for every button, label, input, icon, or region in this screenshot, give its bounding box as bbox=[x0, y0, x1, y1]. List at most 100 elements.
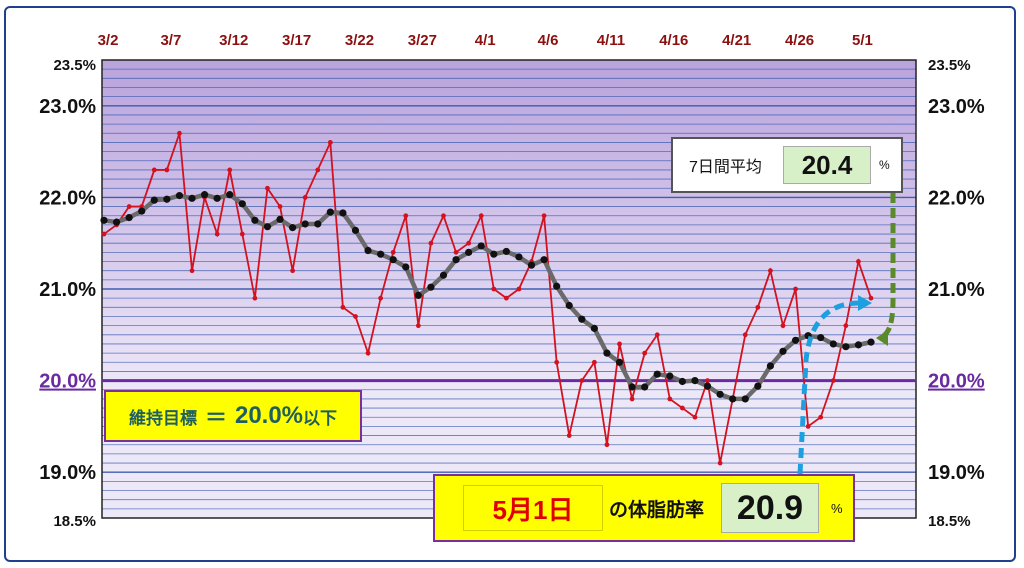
daily-pointer-arrowhead bbox=[858, 295, 872, 311]
daily-point bbox=[415, 323, 421, 329]
daily-point bbox=[466, 240, 472, 246]
daily-callout: 5月1日 の体脂肪率 20.9 % bbox=[433, 474, 855, 542]
daily-point bbox=[654, 332, 660, 338]
target-label: 維持目標 bbox=[128, 408, 197, 428]
average-point bbox=[590, 324, 598, 332]
average-point bbox=[138, 207, 146, 215]
daily-point bbox=[378, 295, 384, 301]
average-point bbox=[351, 226, 360, 234]
daily-point bbox=[491, 286, 497, 292]
daily-point bbox=[277, 204, 283, 209]
target-annotation: 維持目標 ＝ 20.0% 以下 bbox=[104, 390, 362, 442]
daily-point bbox=[214, 231, 220, 237]
x-tick-label: 3/7 bbox=[160, 32, 181, 49]
x-tick-label: 4/26 bbox=[785, 32, 814, 49]
average-point bbox=[175, 191, 184, 200]
target-suffix: 以下 bbox=[303, 408, 338, 428]
average-point bbox=[641, 383, 649, 391]
daily-date-box: 5月1日 bbox=[463, 485, 603, 531]
daily-point bbox=[793, 286, 798, 292]
daily-point bbox=[516, 286, 522, 292]
daily-point bbox=[101, 231, 107, 237]
y-tick-label-left: 23.5% bbox=[53, 57, 96, 74]
average-point bbox=[427, 283, 435, 291]
daily-point bbox=[830, 378, 836, 383]
average-point bbox=[314, 220, 322, 228]
daily-point bbox=[679, 405, 685, 411]
average-point bbox=[729, 395, 737, 403]
target-equals: ＝ bbox=[204, 405, 227, 430]
daily-point bbox=[252, 295, 258, 301]
average-point bbox=[578, 315, 586, 323]
average-point bbox=[490, 250, 498, 258]
daily-label: の体脂肪率 bbox=[609, 499, 705, 521]
x-tick-label: 3/27 bbox=[408, 32, 437, 49]
average-point bbox=[465, 248, 473, 256]
y-tick-label-left: 21.0% bbox=[39, 279, 96, 301]
average-point bbox=[389, 256, 397, 264]
plot-area-upper bbox=[102, 60, 916, 382]
average-point bbox=[226, 191, 234, 199]
average-point bbox=[150, 196, 158, 204]
average-pointer-arrowhead bbox=[876, 330, 888, 346]
average-point bbox=[691, 377, 699, 385]
daily-point bbox=[340, 304, 346, 310]
daily-point bbox=[290, 268, 296, 274]
x-tick-label: 4/16 bbox=[659, 32, 688, 49]
daily-point bbox=[705, 378, 710, 383]
daily-point bbox=[503, 295, 509, 301]
average-point bbox=[615, 358, 624, 366]
daily-point bbox=[353, 314, 358, 319]
average-point bbox=[452, 256, 460, 264]
average-point bbox=[829, 340, 837, 348]
daily-point bbox=[843, 323, 849, 329]
daily-point bbox=[579, 378, 585, 383]
daily-point bbox=[327, 140, 333, 145]
daily-point bbox=[265, 185, 270, 191]
daily-value: 20.9 bbox=[721, 483, 819, 533]
daily-point bbox=[365, 350, 371, 356]
y-tick-label-left: 20.0% bbox=[39, 371, 96, 393]
average-point bbox=[125, 213, 133, 222]
x-tick-label: 3/22 bbox=[345, 32, 374, 49]
average-point bbox=[339, 209, 347, 217]
daily-point bbox=[768, 268, 773, 274]
x-tick-label: 3/2 bbox=[98, 32, 119, 49]
daily-pointer-arrow bbox=[797, 300, 859, 475]
average-point bbox=[477, 242, 485, 250]
daily-point bbox=[868, 295, 874, 301]
y-tick-labels-right: 23.5% 23.0% 22.0% 21.0% 20.0% 19.0% 18.5% bbox=[928, 57, 985, 530]
average-point bbox=[791, 336, 800, 344]
average-point bbox=[653, 370, 661, 378]
average-point bbox=[703, 382, 712, 390]
daily-point bbox=[239, 231, 245, 237]
daily-point bbox=[642, 350, 648, 356]
average-point bbox=[163, 195, 171, 203]
average-point bbox=[263, 223, 272, 231]
daily-point bbox=[692, 414, 698, 420]
daily-point bbox=[856, 259, 861, 264]
average-point bbox=[515, 253, 523, 261]
x-tick-label: 4/11 bbox=[597, 32, 625, 49]
y-tick-label-right: 18.5% bbox=[928, 513, 971, 530]
average-point bbox=[100, 216, 108, 224]
daily-point bbox=[818, 414, 824, 420]
average-point bbox=[553, 282, 561, 290]
average-unit: % bbox=[879, 158, 890, 172]
average-value: 20.4 bbox=[783, 146, 871, 184]
daily-point bbox=[554, 359, 560, 365]
average-point bbox=[502, 247, 510, 256]
x-tick-label: 3/17 bbox=[282, 32, 311, 49]
daily-point bbox=[742, 332, 748, 338]
y-tick-label-left: 18.5% bbox=[53, 513, 96, 530]
average-point bbox=[817, 333, 825, 342]
daily-point bbox=[805, 424, 811, 429]
daily-point bbox=[302, 195, 308, 200]
average-point bbox=[842, 343, 850, 351]
average-point bbox=[666, 372, 674, 380]
daily-date: 5月1日 bbox=[492, 494, 574, 525]
average-point bbox=[741, 395, 749, 403]
x-tick-labels: 3/2 3/7 3/12 3/17 3/22 3/27 4/1 4/6 4/11 4/16 4/21… bbox=[98, 32, 873, 49]
daily-point bbox=[177, 130, 182, 136]
daily-point bbox=[755, 304, 761, 310]
